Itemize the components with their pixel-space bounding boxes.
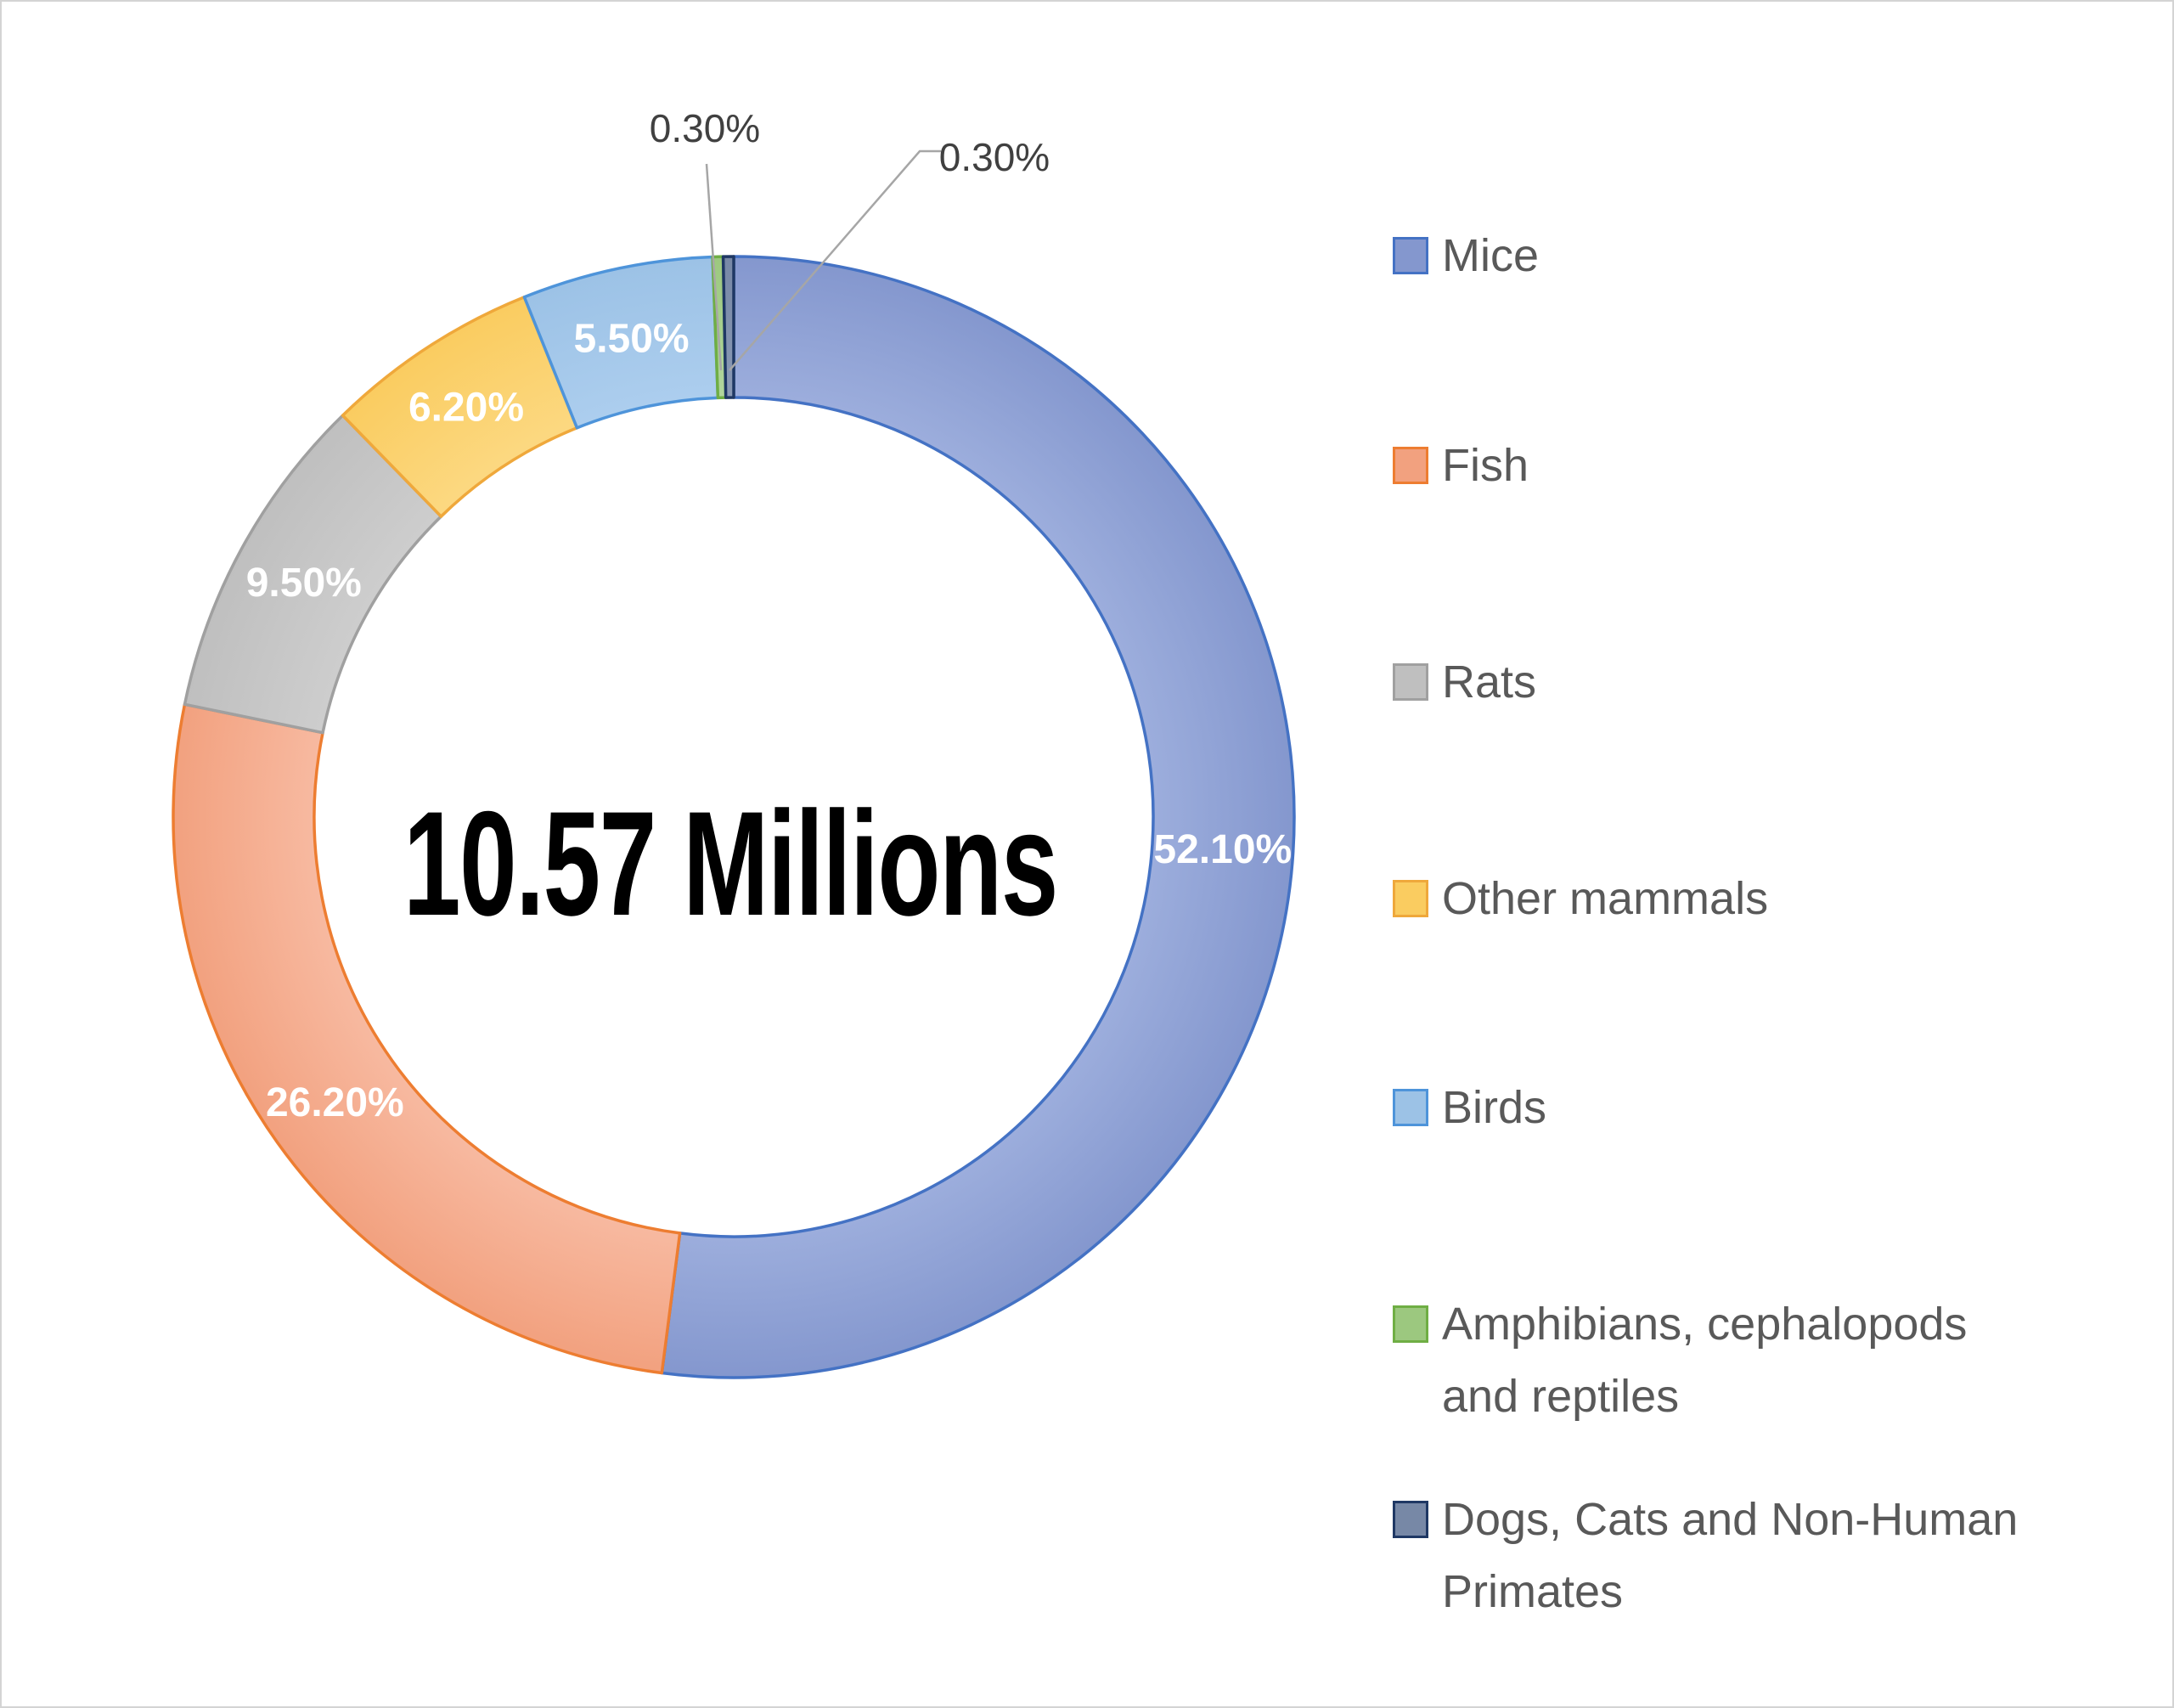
leader-line-amphibians-cephalopods-and-reptiles [705, 163, 723, 371]
legend-item-dogs-cats-primates[interactable]: Dogs, Cats and Non-Human Primates [1393, 1484, 2036, 1628]
callout-label-dogs-cats-and-non-human-primates: 0.30% [939, 135, 1050, 179]
slice-fish[interactable] [172, 702, 682, 1375]
legend-item-rats[interactable]: Rats [1393, 646, 1536, 719]
center-total-label: 10.57 Millions [403, 781, 1057, 947]
legend-label-fish: Fish [1442, 440, 1529, 491]
legend-label-mice: Mice [1442, 230, 1540, 281]
legend-swatch-dogs-cats-primates[interactable] [1393, 1501, 1428, 1538]
legend-swatch-mice[interactable] [1393, 237, 1428, 274]
slice-mice[interactable] [660, 255, 1296, 1379]
legend-swatch-fish[interactable] [1393, 447, 1428, 484]
legend-item-fish[interactable]: Fish [1393, 430, 1529, 502]
callout-label-amphibians-cephalopods-and-reptiles: 0.30% [650, 106, 760, 150]
slice-labels-group: 52.10% 26.20% 9.50% 6.20% 5.50% 0.30% 0.30% [246, 106, 1292, 1125]
slice-label-birds: 5.50% [574, 317, 690, 362]
slice-label-rats: 9.50% [246, 561, 362, 606]
legend-item-mice[interactable]: Mice [1393, 220, 1539, 292]
legend-item-other-mammals[interactable]: Other mammals [1393, 863, 1768, 935]
legend-label-other-mammals: Other mammals [1442, 873, 1769, 924]
legend-label-amphibians: Amphibians, cephalopods and reptiles [1442, 1299, 1968, 1422]
legend-label-birds: Birds [1442, 1082, 1547, 1133]
legend-label-rats: Rats [1442, 657, 1537, 707]
leader-lines-group [705, 149, 941, 371]
slice-label-mice: 52.10% [1153, 827, 1292, 872]
slice-label-other-mammals: 6.20% [408, 386, 524, 431]
legend-swatch-amphibians[interactable] [1393, 1305, 1428, 1343]
legend-label-dogs-cats-primates: Dogs, Cats and Non-Human Primates [1442, 1494, 2019, 1617]
legend-swatch-rats[interactable] [1393, 663, 1428, 701]
leader-line-dogs-cats-and-non-human-primates [729, 149, 941, 371]
legend-item-birds[interactable]: Birds [1393, 1072, 1546, 1144]
legend-swatch-birds[interactable] [1393, 1089, 1428, 1126]
legend-item-amphibians[interactable]: Amphibians, cephalopods and reptiles [1393, 1288, 2036, 1433]
slice-dogs-cats-and-non-human-primates[interactable] [721, 255, 735, 399]
slice-label-fish: 26.20% [266, 1080, 404, 1125]
legend-swatch-other-mammals[interactable] [1393, 880, 1428, 917]
chart-legend: Mice Fish Rats Other mammals Birds Amphi… [1393, 0, 2140, 1708]
slices-group [172, 255, 1296, 1379]
donut-chart: 52.10% 26.20% 9.50% 6.20% 5.50% 0.30% 0.30% 10… [172, 106, 1296, 1379]
